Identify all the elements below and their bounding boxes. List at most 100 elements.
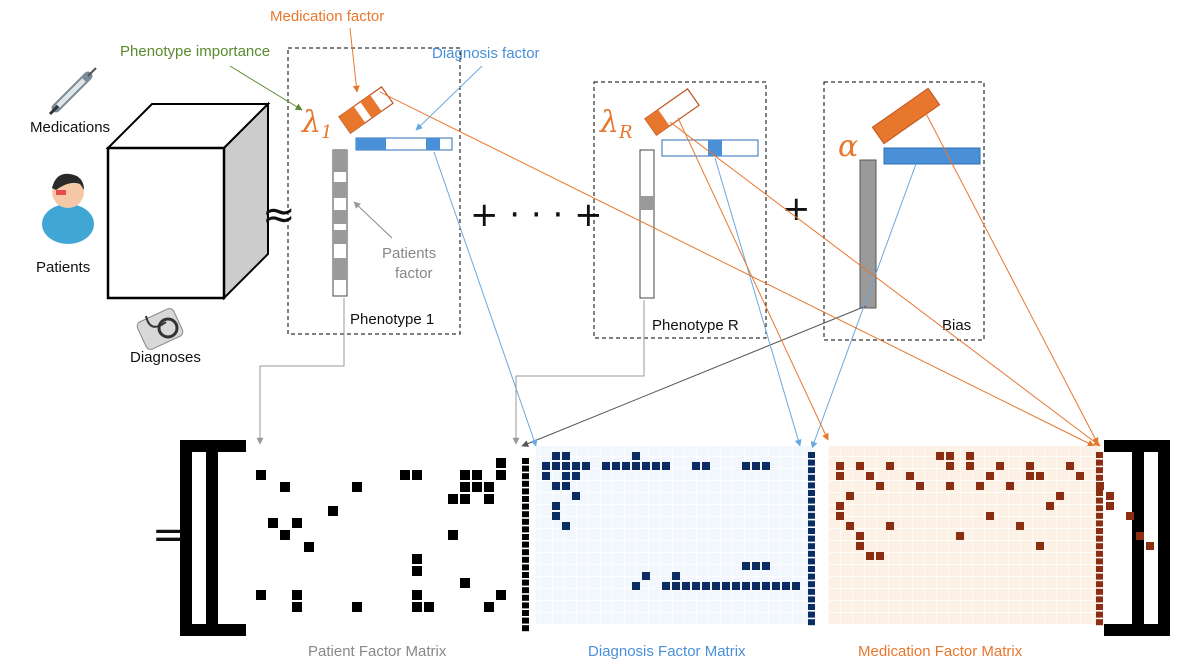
patients-factor-label-2: factor [395, 265, 433, 282]
bias-column-cell [1096, 588, 1103, 595]
bias-column-cell [522, 617, 529, 624]
connector-pR-medication-2 [669, 121, 1101, 447]
matrix-cell [752, 562, 760, 570]
matrix-cell [602, 462, 610, 470]
bias-column-cell [1096, 543, 1103, 550]
diagnosis-matrix-background [536, 446, 812, 624]
matrix-cell [552, 482, 560, 490]
connector-pR-medication [677, 117, 829, 441]
matrix-cell [672, 582, 680, 590]
matrix-cell [642, 462, 650, 470]
phenotypeR-medication-factor [644, 88, 700, 136]
alpha-symbol: α [838, 129, 858, 164]
matrix-cell [484, 602, 494, 612]
matrix-cell [762, 562, 770, 570]
phenotype-importance-pointer [229, 65, 303, 111]
bias-column-cell [808, 581, 815, 588]
bias-column-cell [808, 482, 815, 489]
equals-symbol: = [152, 512, 186, 558]
connector-bias-medication [919, 101, 1099, 445]
matrix-cell [956, 532, 964, 540]
matrix-cell [1126, 512, 1134, 520]
bias-column-cell [522, 488, 529, 495]
lambdaR-sub: R [618, 122, 633, 143]
matrix-cell [460, 470, 470, 480]
bias-column-cell [522, 602, 529, 609]
lambda1-sub: 1 [321, 122, 332, 143]
bias-column-cell [808, 550, 815, 557]
matrix-cell [448, 530, 458, 540]
matrix-cell [632, 462, 640, 470]
matrix-cell [280, 530, 290, 540]
bias-column-cell [808, 520, 815, 527]
matrix-cell [542, 472, 550, 480]
matrix-cell [496, 590, 506, 600]
matrix-cell [936, 452, 944, 460]
matrix-cell [846, 522, 854, 530]
plus-dots-symbol: + · · · + [470, 195, 603, 235]
matrix-cell [886, 522, 894, 530]
bias-column-cell [808, 467, 815, 474]
patients-label: Patients [36, 259, 90, 276]
matrix-cell [846, 492, 854, 500]
matrix-cell [1036, 472, 1044, 480]
matrix-cell [1006, 482, 1014, 490]
bias-column-cell [522, 594, 529, 601]
phenotypeR-diagnosis-factor [661, 139, 759, 157]
bias-column-cell [1096, 467, 1103, 474]
matrix-cell [412, 566, 422, 576]
matrix-cell [304, 542, 314, 552]
bias-column-cell [522, 625, 529, 632]
bias-column-cell [1096, 611, 1103, 618]
medication-factor-matrix [836, 452, 1154, 626]
matrix-cell [966, 452, 974, 460]
matrix-cell [856, 542, 864, 550]
connector-bias-diagnosis [810, 163, 917, 449]
matrix-cell [256, 470, 266, 480]
bias-column-cell [808, 543, 815, 550]
matrix-cell [552, 502, 560, 510]
matrix-cell [412, 590, 422, 600]
matrix-cell [836, 462, 844, 470]
matrix-cell [762, 582, 770, 590]
matrix-cell [722, 582, 730, 590]
medication-factor-pointer [349, 27, 360, 93]
matrix-cell [280, 482, 290, 492]
medication-matrix-label: Medication Factor Matrix [858, 643, 1023, 660]
phenotypeR-box [593, 81, 767, 339]
matrix-cell [552, 452, 560, 460]
bias-column-cell [808, 512, 815, 519]
stethoscope-icon [136, 308, 184, 350]
diagnosis-matrix-label: Diagnosis Factor Matrix [588, 643, 746, 660]
bias-column-cell [522, 534, 529, 540]
matrix-cell [876, 482, 884, 490]
matrix-cell [712, 582, 720, 590]
matrix-cell [400, 470, 410, 480]
matrix-cell [662, 582, 670, 590]
bias-column-cell [522, 465, 529, 472]
matrix-cell [1046, 502, 1054, 510]
bias-box [823, 81, 985, 341]
bias-column-cell [1096, 512, 1103, 519]
bias-column-cell [808, 452, 815, 458]
bias-column-cell [808, 596, 815, 603]
matrix-cell [612, 462, 620, 470]
lambda1-symbol: λ1 [301, 105, 332, 143]
bias-column-cell [808, 474, 815, 481]
matrix-cell [762, 462, 770, 470]
matrix-cell [986, 472, 994, 480]
bias-column-cell [1096, 558, 1103, 565]
phenotype1-box [287, 47, 461, 335]
matrix-cell [752, 462, 760, 470]
lambda1-main: λ [301, 105, 321, 140]
bias-column-cell [522, 511, 529, 518]
matrix-cell [562, 472, 570, 480]
left-double-bracket [180, 440, 246, 636]
matrix-cell [906, 472, 914, 480]
bias-column-cell [522, 503, 529, 510]
matrix-cell [642, 572, 650, 580]
phenotype-importance-label: Phenotype importance [120, 43, 270, 60]
matrix-cell [562, 482, 570, 490]
bias-column-cell [808, 535, 815, 542]
bias-column-cell [1096, 474, 1103, 481]
